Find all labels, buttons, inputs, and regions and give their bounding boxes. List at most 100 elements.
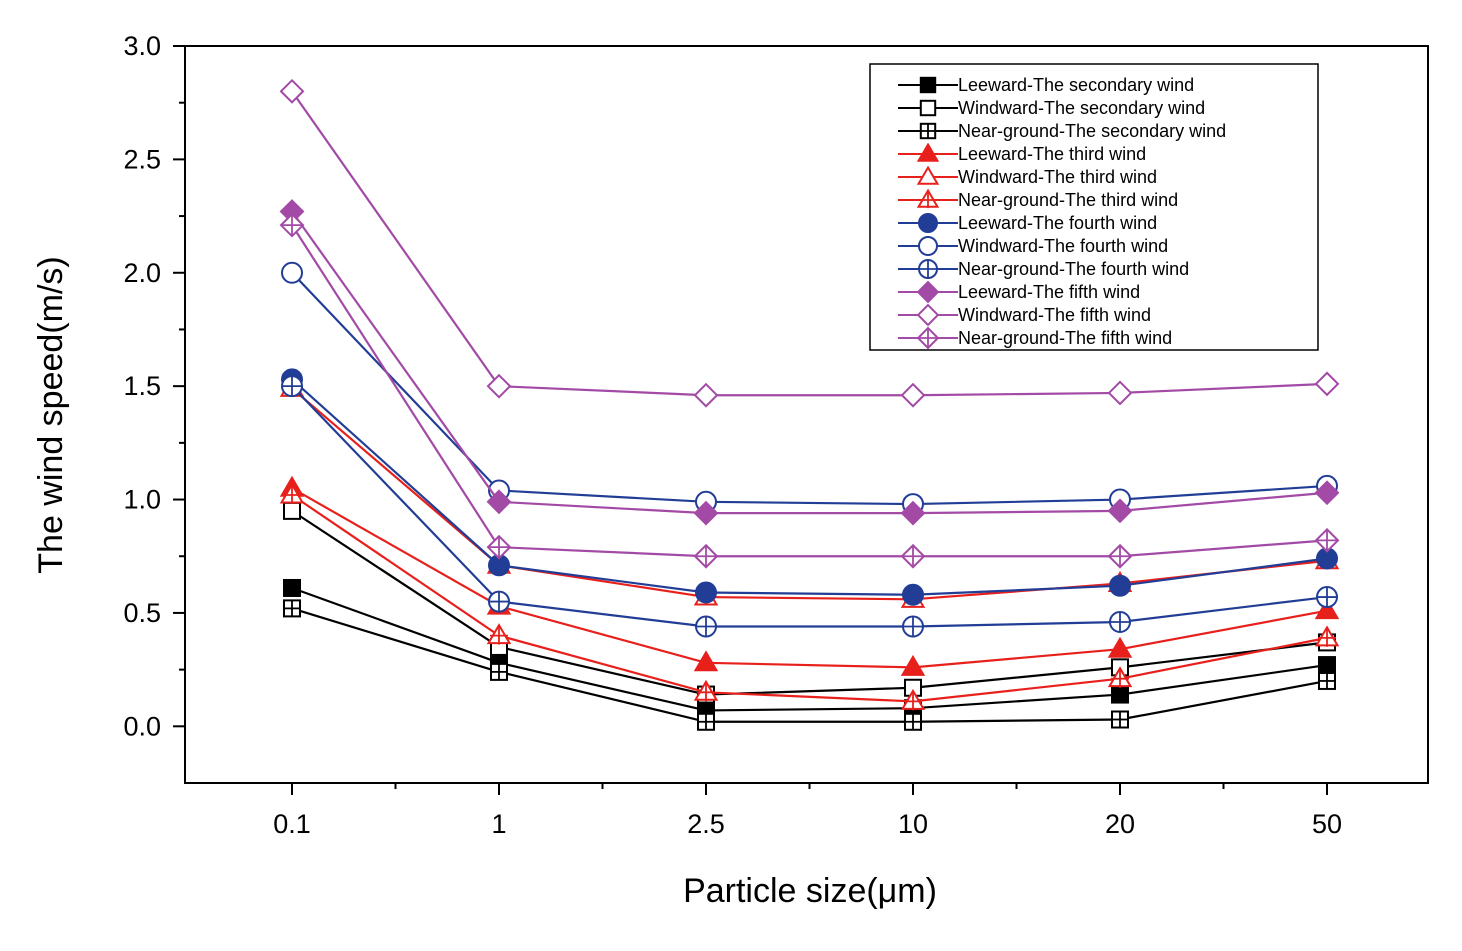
legend-entry: Leeward-The third wind [898, 142, 1146, 164]
data-point [693, 679, 719, 702]
data-point [281, 375, 303, 398]
data-point [281, 261, 303, 284]
point-marker [695, 581, 717, 604]
y-axis-title: The wind speed(m/s) [32, 256, 70, 573]
data-point [1107, 666, 1133, 688]
series [279, 482, 1340, 711]
data-point [900, 688, 926, 711]
y-tick-label: 3.0 [123, 31, 161, 61]
x-tick-label: 0.1 [273, 809, 311, 839]
series [283, 599, 1336, 731]
data-point [1314, 527, 1340, 553]
data-point [900, 500, 926, 526]
legend-box [869, 63, 1319, 351]
legend-entry: Windward-The fifth wind [898, 303, 1151, 327]
data-point [283, 599, 301, 618]
point-marker [279, 78, 305, 104]
series-line [291, 210, 1328, 515]
x-tick-label: 10 [898, 809, 928, 839]
y-tick-label: 2.0 [123, 258, 161, 288]
data-point [1109, 574, 1131, 597]
point-marker [1107, 636, 1133, 658]
data-point [902, 583, 924, 606]
series-line [291, 378, 1328, 596]
data-point [1111, 685, 1129, 704]
x-axis-title: Particle size(μm) [683, 872, 937, 910]
data-point [486, 373, 512, 399]
point-marker [918, 213, 938, 233]
point-marker [283, 501, 301, 520]
series-line [291, 494, 1328, 703]
data-point [916, 165, 940, 185]
data-point [279, 482, 305, 505]
data-point [1314, 598, 1340, 620]
data-point [693, 500, 719, 526]
data-point [695, 615, 717, 638]
point-marker [1314, 598, 1340, 620]
data-point [900, 543, 926, 569]
data-point [916, 188, 940, 209]
legend-entry: Windward-The secondary wind [898, 98, 1205, 118]
data-point [279, 212, 305, 238]
series [279, 78, 1340, 408]
point-marker [916, 142, 940, 162]
data-point [693, 543, 719, 569]
point-marker [1107, 380, 1133, 406]
data-point [918, 259, 938, 279]
data-point [697, 712, 715, 731]
data-point [1316, 586, 1338, 609]
y-tick-label: 0.5 [123, 598, 161, 628]
legend-label: Windward-The fourth wind [958, 236, 1168, 256]
data-point [1107, 543, 1133, 569]
point-marker [916, 303, 940, 327]
data-point [900, 382, 926, 408]
data-point [918, 213, 938, 233]
data-point [1318, 656, 1336, 675]
y-tick-label: 2.5 [123, 144, 161, 174]
data-point [916, 326, 940, 350]
data-point [1107, 636, 1133, 658]
data-point [486, 534, 512, 560]
data-point [283, 578, 301, 597]
data-point [486, 489, 512, 515]
point-marker [1314, 371, 1340, 397]
series-line [291, 385, 1328, 628]
point-marker [916, 280, 940, 304]
series-line [291, 387, 1328, 601]
data-point [919, 99, 937, 117]
series-line [291, 90, 1328, 397]
data-point [1318, 671, 1336, 690]
y-axis: 0.0 0.5 1.0 1.5 2.0 2.5 3.0 [123, 31, 185, 741]
data-point [1109, 610, 1131, 633]
point-marker [900, 500, 926, 526]
series-line [291, 224, 1328, 558]
x-tick-label: 2.5 [687, 809, 725, 839]
point-marker [281, 261, 303, 284]
point-marker [919, 76, 937, 94]
plot-frame [184, 45, 1429, 784]
data-point [486, 623, 512, 645]
point-marker [900, 382, 926, 408]
data-point [279, 78, 305, 104]
data-point [1111, 710, 1129, 729]
point-marker [283, 578, 301, 597]
data-point [1314, 371, 1340, 397]
series [281, 375, 1338, 638]
data-point [1314, 625, 1340, 647]
series [279, 199, 1340, 526]
point-marker [1111, 685, 1129, 704]
series-line [291, 607, 1328, 723]
legend-label: Leeward-The third wind [958, 144, 1146, 164]
x-tick-label: 50 [1312, 809, 1342, 839]
y-tick-label: 0.0 [123, 711, 161, 741]
legend-entry: Leeward-The fifth wind [898, 280, 1140, 304]
data-point [283, 501, 301, 520]
data-point [916, 303, 940, 327]
y-tick-label: 1.5 [123, 371, 161, 401]
legend-entry: Near-ground-The fifth wind [898, 326, 1172, 350]
data-point [904, 712, 922, 731]
series [279, 212, 1340, 569]
x-tick-label: 1 [491, 809, 506, 839]
legend-label: Near-ground-The fifth wind [958, 328, 1172, 348]
